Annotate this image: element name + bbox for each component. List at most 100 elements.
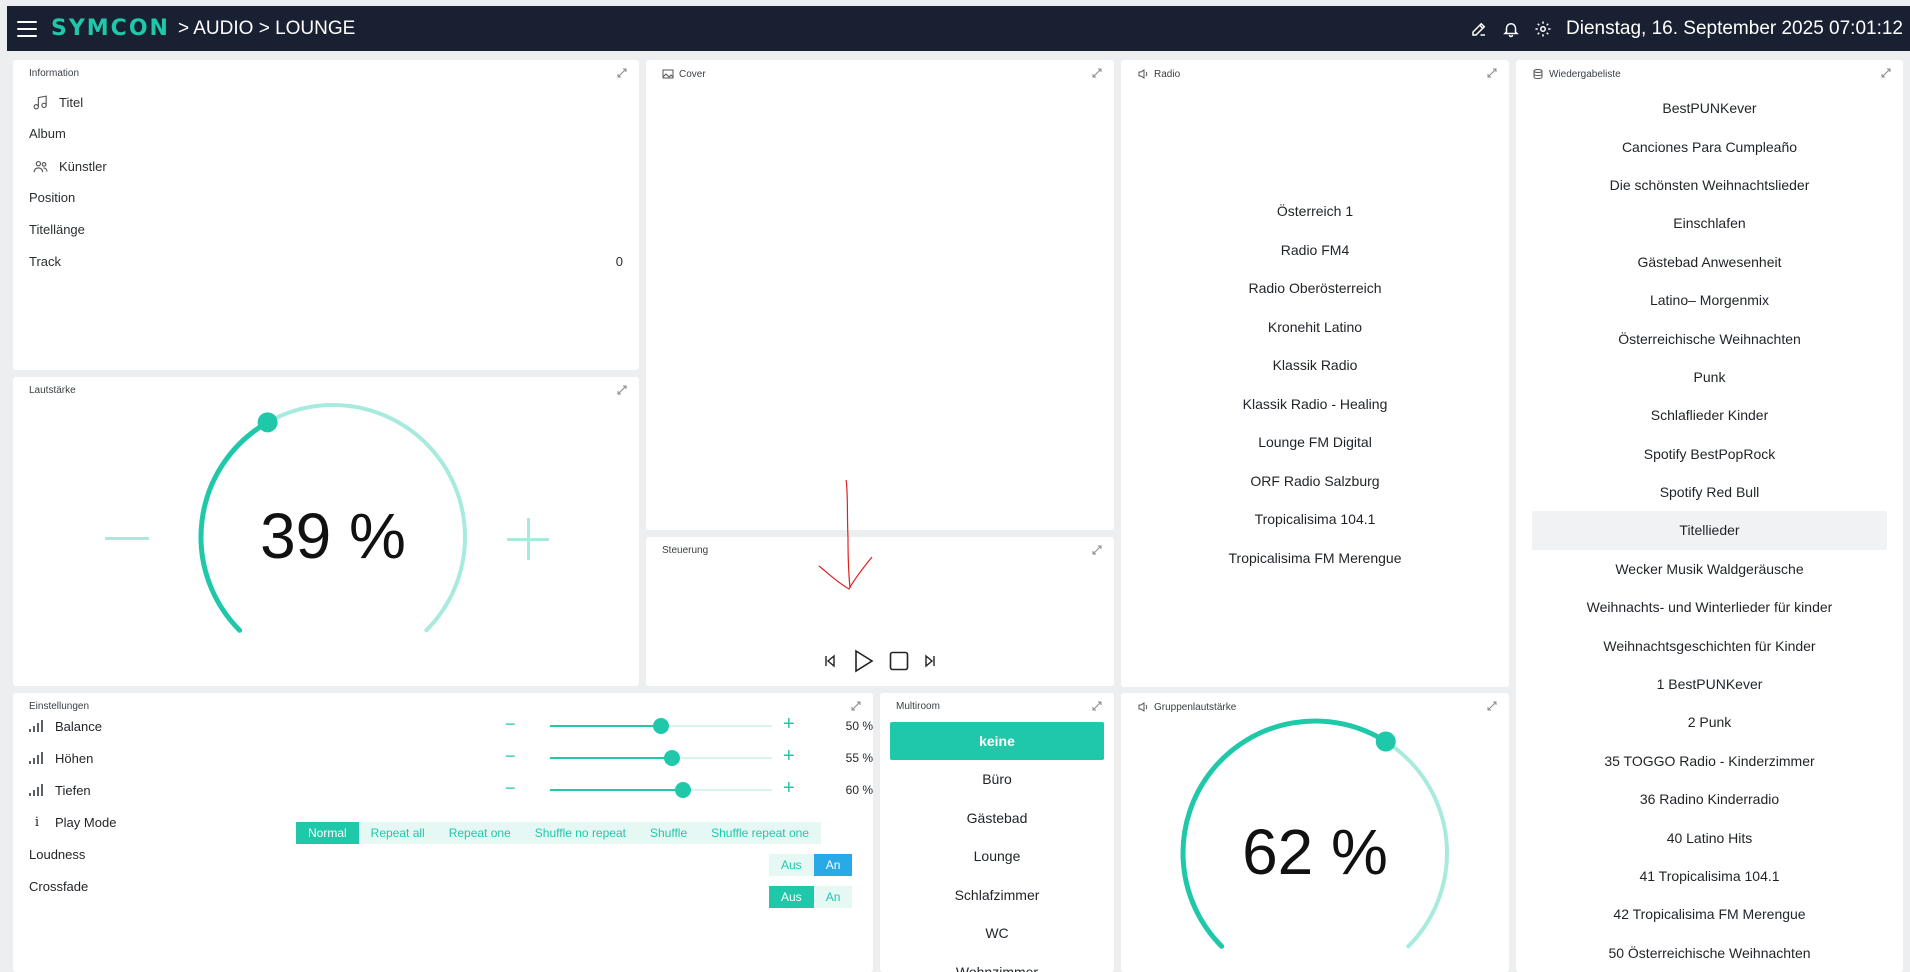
radio-station[interactable]: ORF Radio Salzburg [1250, 472, 1380, 489]
radio-station[interactable]: Tropicalisima FM Merengue [1228, 549, 1402, 566]
expand-icon[interactable] [1092, 545, 1102, 555]
multiroom-item[interactable]: Gästebad [966, 810, 1028, 826]
slider-increase-button[interactable]: + [783, 713, 795, 735]
crossfade-off[interactable]: Aus [769, 886, 814, 908]
slider-increase-button[interactable]: + [783, 745, 795, 767]
radio-station[interactable]: Radio FM4 [1280, 241, 1350, 258]
radio-station[interactable]: Klassik Radio [1272, 357, 1358, 374]
group-volume-gauge[interactable] [1165, 713, 1465, 972]
logo[interactable]: SYMCON [51, 16, 170, 41]
stop-icon[interactable] [889, 651, 909, 671]
cover-card: Cover [646, 60, 1114, 530]
multiroom-item[interactable]: WC [985, 925, 1009, 941]
playlist-item[interactable]: Die schönsten Weihnachtslieder [1609, 176, 1810, 193]
multiroom-item[interactable]: Wohnzimmer [955, 964, 1039, 972]
playlist-item[interactable]: Latino– Morgenmix [1649, 292, 1770, 309]
info-row-position: Position [29, 190, 76, 205]
play-icon[interactable] [851, 649, 875, 673]
volume-gauge[interactable] [183, 397, 483, 677]
signal-bars-icon [29, 720, 45, 732]
radio-station[interactable]: Kronehit Latino [1267, 318, 1363, 335]
gauge-knob[interactable] [257, 412, 278, 433]
multiroom-item[interactable]: Büro [982, 771, 1012, 787]
expand-icon[interactable] [1092, 701, 1102, 711]
info-row-artist: Künstler [29, 158, 623, 175]
next-icon[interactable] [923, 654, 937, 668]
gauge-knob[interactable] [1375, 731, 1396, 752]
playlist-item[interactable]: Spotify BestPopRock [1643, 445, 1776, 462]
slider-knob[interactable] [653, 718, 669, 734]
playlist-item[interactable]: 35 TOGGO Radio - Kinderzimmer [1604, 752, 1815, 769]
playlist-item[interactable]: Weihnachts- und Winterlieder für kinder [1586, 599, 1833, 616]
volume-title: Lautstärke [29, 385, 76, 396]
playlist-item[interactable]: 41 Tropicalisima 104.1 [1639, 868, 1780, 884]
play-mode-shuffle-no-repeat[interactable]: Shuffle no repeat [522, 822, 638, 844]
slider-decrease-button[interactable]: − [505, 714, 516, 734]
balance-row: Balance [29, 715, 857, 737]
slider-value: 55 % [845, 751, 873, 765]
play-mode-row: i Play Mode [29, 811, 857, 833]
top-bar: SYMCON > AUDIO > LOUNGE Dienstag, 16. Se… [7, 6, 1910, 51]
volume-increase-button[interactable] [507, 518, 549, 560]
radio-station[interactable]: Radio Oberösterreich [1248, 280, 1382, 297]
gear-icon[interactable] [1534, 20, 1552, 38]
crossfade-on[interactable]: An [813, 886, 853, 908]
playlist-item[interactable]: Österreichische Weihnachten [1618, 330, 1801, 347]
playlist-item[interactable]: Wecker Musik Waldgeräusche [1615, 560, 1804, 577]
slider-decrease-button[interactable]: − [505, 778, 516, 798]
breadcrumb[interactable]: > AUDIO > LOUNGE [177, 17, 356, 39]
expand-icon[interactable] [851, 701, 861, 711]
settings-card: Einstellungen Balance Höhen Tiefen i Play… [13, 693, 873, 972]
slider-knob[interactable] [675, 782, 692, 798]
slider-decrease-button[interactable]: − [505, 746, 516, 766]
gauge-fill [198, 419, 271, 633]
play-mode-normal[interactable]: Normal [296, 822, 359, 844]
users-icon [33, 160, 48, 173]
expand-icon[interactable] [1092, 68, 1102, 78]
bell-icon[interactable] [1502, 20, 1520, 38]
multiroom-item[interactable]: Schlafzimmer [954, 887, 1040, 903]
play-mode-shuffle[interactable]: Shuffle [637, 822, 700, 844]
volume-card: Lautstärke 39 % [13, 377, 639, 686]
radio-station[interactable]: Klassik Radio - Healing [1242, 395, 1388, 412]
radio-station[interactable]: Österreich 1 [1276, 203, 1354, 220]
signal-bars-icon [29, 784, 45, 796]
slider-knob[interactable] [664, 750, 681, 766]
expand-icon[interactable] [1487, 701, 1497, 711]
multiroom-item[interactable]: Lounge [973, 848, 1021, 864]
multiroom-card: Multiroom keine Büro Gästebad Lounge Sch… [880, 693, 1114, 972]
playlist-item[interactable]: Schlaflieder Kinder [1650, 407, 1769, 424]
volume-decrease-button[interactable] [105, 537, 149, 540]
playlist-item[interactable]: 40 Latino Hits [1666, 829, 1753, 846]
play-mode-repeat-all[interactable]: Repeat all [358, 822, 437, 844]
playlist-item[interactable]: 42 Tropicalisima FM Merengue [1613, 906, 1806, 923]
playlist-item[interactable]: 1 BestPUNKever [1656, 676, 1763, 693]
play-mode-shuffle-repeat-one[interactable]: Shuffle repeat one [699, 822, 821, 844]
playlist-item[interactable]: 2 Punk [1687, 714, 1732, 731]
playlist-item[interactable]: 36 Radino Kinderradio [1639, 791, 1780, 808]
previous-icon[interactable] [823, 654, 837, 668]
playlist-item[interactable]: Gästebad Anwesenheit [1637, 253, 1782, 270]
gauge-fill [1180, 718, 1389, 949]
edit-icon[interactable] [1470, 20, 1488, 38]
radio-station[interactable]: Tropicalisima 104.1 [1254, 511, 1376, 528]
play-mode-repeat-one[interactable]: Repeat one [436, 822, 523, 844]
expand-icon[interactable] [617, 385, 627, 395]
playlist-item[interactable]: 50 Österreichische Weihnachten [1608, 944, 1811, 961]
playlist-item[interactable]: Titellieder [1532, 511, 1887, 550]
menu-icon[interactable] [17, 20, 37, 37]
loudness-off[interactable]: Aus [769, 854, 814, 876]
loudness-on[interactable]: An [813, 854, 853, 876]
playlist-item[interactable]: Einschlafen [1673, 215, 1746, 232]
playlist-item[interactable]: Canciones Para Cumpleaño [1621, 138, 1798, 155]
radio-station[interactable]: Lounge FM Digital [1258, 434, 1372, 451]
slider-increase-button[interactable]: + [783, 777, 795, 799]
playlist-item[interactable]: Punk [1693, 368, 1726, 385]
playlist-item[interactable]: BestPUNKever [1662, 100, 1757, 117]
playlist-item[interactable]: Weihnachtsgeschichten für Kinder [1603, 637, 1816, 654]
expand-icon[interactable] [1881, 68, 1891, 78]
expand-icon[interactable] [617, 68, 627, 78]
playlist-item[interactable]: Spotify Red Bull [1659, 484, 1760, 501]
expand-icon[interactable] [1487, 68, 1497, 78]
multiroom-item[interactable]: keine [890, 722, 1104, 760]
